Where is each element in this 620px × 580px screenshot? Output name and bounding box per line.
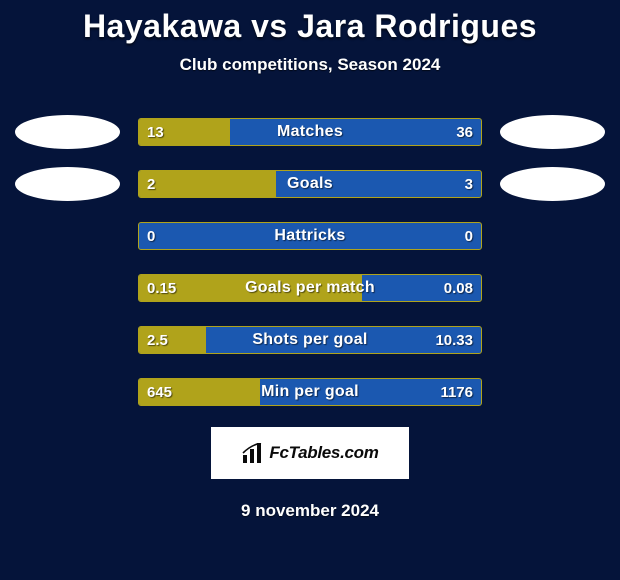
stat-row: 1336Matches: [0, 115, 620, 149]
stat-label: Shots per goal: [139, 327, 481, 353]
stat-bar: 00Hattricks: [138, 222, 482, 250]
stat-row: 23Goals: [0, 167, 620, 201]
stat-bar: 23Goals: [138, 170, 482, 198]
stat-label: Min per goal: [139, 379, 481, 405]
stat-label: Matches: [139, 119, 481, 145]
stat-row: 6451176Min per goal: [0, 375, 620, 409]
subtitle: Club competitions, Season 2024: [0, 55, 620, 75]
date-label: 9 november 2024: [0, 501, 620, 521]
brand-badge[interactable]: FcTables.com: [211, 427, 409, 479]
stat-bar: 2.510.33Shots per goal: [138, 326, 482, 354]
stat-row: 2.510.33Shots per goal: [0, 323, 620, 357]
page-title: Hayakawa vs Jara Rodrigues: [0, 8, 620, 45]
stats-list: 1336Matches 23Goals 00Hattricks 0.150.08Goa…: [0, 115, 620, 409]
player-left-marker: [15, 167, 120, 201]
brand-text: FcTables.com: [269, 443, 378, 463]
bars-icon: [241, 443, 265, 463]
stat-bar: 6451176Min per goal: [138, 378, 482, 406]
stat-label: Goals: [139, 171, 481, 197]
stat-bar: 0.150.08Goals per match: [138, 274, 482, 302]
stat-bar: 1336Matches: [138, 118, 482, 146]
stat-label: Hattricks: [139, 223, 481, 249]
stat-label: Goals per match: [139, 275, 481, 301]
player-left-marker: [15, 115, 120, 149]
player-right-marker: [500, 167, 605, 201]
stat-row: 00Hattricks: [0, 219, 620, 253]
stat-row: 0.150.08Goals per match: [0, 271, 620, 305]
player-right-marker: [500, 115, 605, 149]
comparison-card: Hayakawa vs Jara Rodrigues Club competit…: [0, 0, 620, 521]
